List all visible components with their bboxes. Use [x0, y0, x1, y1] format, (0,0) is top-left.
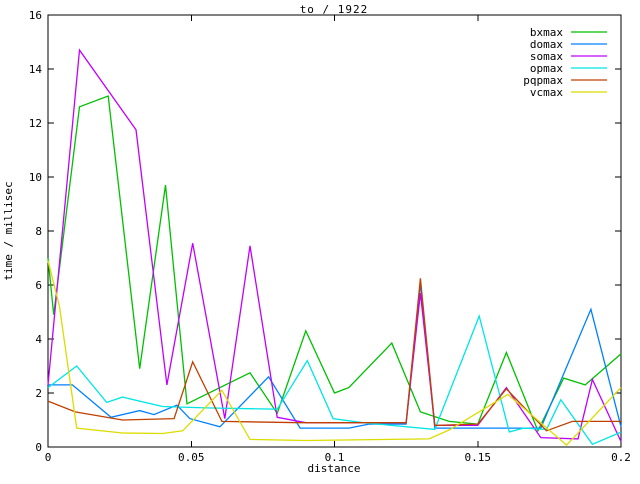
x-tick-label: 0.05 — [178, 451, 205, 464]
series-line-vcmax — [47, 260, 622, 446]
y-tick-label: 12 — [29, 117, 42, 130]
y-tick-label: 6 — [35, 279, 42, 292]
y-tick-label: 0 — [35, 441, 42, 454]
y-tick-label: 14 — [29, 63, 43, 76]
legend-label-vcmax: vcmax — [530, 86, 563, 99]
series-line-somax — [47, 48, 622, 442]
y-tick-label: 10 — [29, 171, 42, 184]
series-line-opmax — [47, 313, 622, 446]
chart-title: to / 1922 — [300, 3, 369, 16]
y-tick-label: 4 — [35, 333, 42, 346]
legend-label-somax: somax — [530, 50, 563, 63]
legend-label-opmax: opmax — [530, 62, 563, 75]
x-tick-label: 0 — [45, 451, 52, 464]
x-axis-label: distance — [308, 462, 361, 475]
y-tick-label: 2 — [35, 387, 42, 400]
y-tick-label: 16 — [29, 9, 42, 22]
legend-label-domax: domax — [530, 38, 563, 51]
y-tick-label: 8 — [35, 225, 42, 238]
legend-label-bxmax: bxmax — [530, 26, 563, 39]
y-axis-label: time / millisec — [2, 181, 15, 280]
y-axis-ticks: 0 2 4 6 8 10 12 14 16 — [29, 9, 621, 454]
series-line-pqpmax — [47, 278, 621, 432]
x-axis-ticks: 0 0.05 0.1 0.15 0.2 — [45, 15, 631, 464]
x-tick-label: 0.1 — [325, 451, 345, 464]
x-tick-label: 0.2 — [611, 451, 631, 464]
legend-label-pqpmax: pqpmax — [523, 74, 563, 87]
series-line-domax — [48, 283, 622, 429]
x-tick-label: 0.15 — [465, 451, 492, 464]
series-lines — [47, 48, 622, 446]
series-line-bxmax — [47, 95, 622, 433]
